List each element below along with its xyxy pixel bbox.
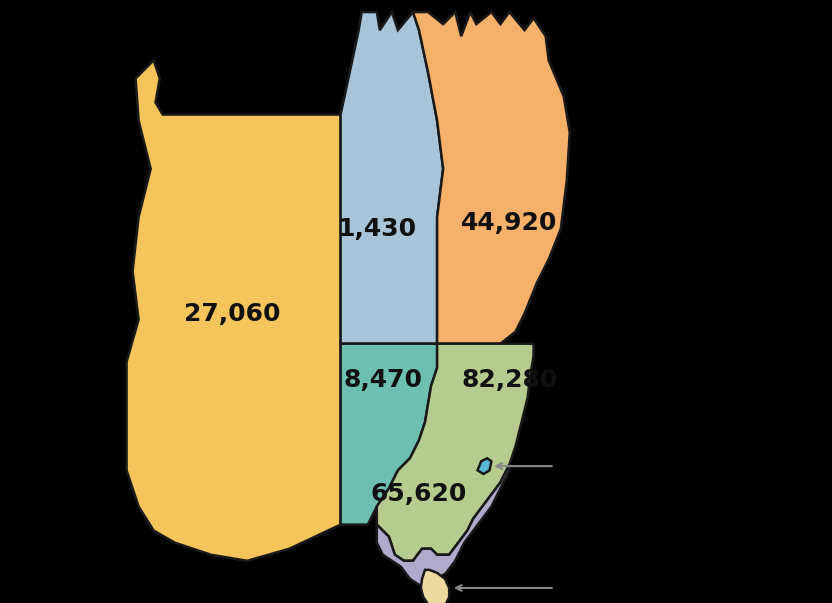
Text: 8,470: 8,470 (344, 368, 423, 392)
Text: 27,060: 27,060 (184, 302, 280, 326)
Polygon shape (340, 12, 443, 344)
Text: 1,430: 1,430 (337, 217, 416, 241)
Polygon shape (478, 458, 492, 474)
Polygon shape (377, 344, 533, 561)
Polygon shape (126, 60, 340, 561)
Polygon shape (421, 570, 449, 603)
Polygon shape (377, 464, 509, 585)
Text: 65,620: 65,620 (371, 482, 468, 507)
Polygon shape (340, 344, 437, 525)
Text: 44,920: 44,920 (461, 211, 557, 235)
Polygon shape (413, 12, 570, 344)
Text: 82,280: 82,280 (461, 368, 557, 392)
